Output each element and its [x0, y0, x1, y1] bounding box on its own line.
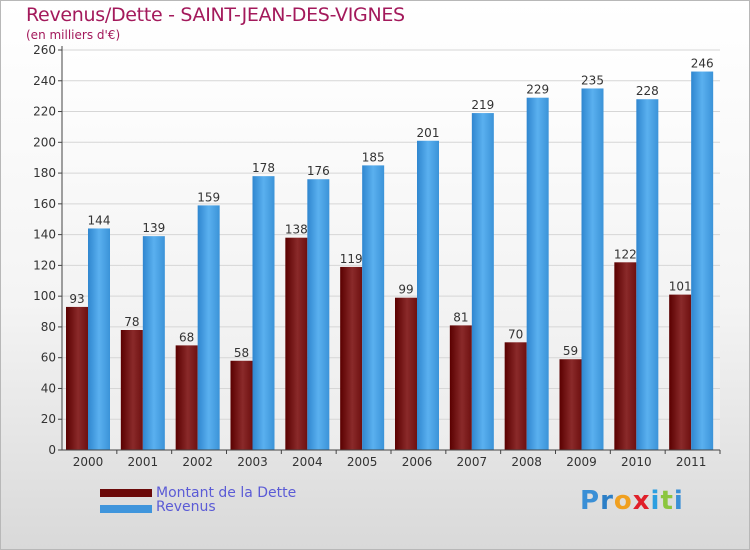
debt-bar-label: 81	[453, 310, 468, 324]
logo-letter: r	[600, 486, 614, 516]
y-tick-label: 240	[33, 74, 56, 88]
debt-bar	[66, 306, 88, 450]
revenue-bar	[526, 97, 549, 450]
chart-title: Revenus/Dette - SAINT-JEAN-DES-VIGNES	[26, 4, 405, 26]
bars	[66, 71, 714, 451]
debt-bar-label: 68	[179, 330, 194, 344]
debt-bar-label: 122	[614, 247, 637, 261]
logo-letter: o	[613, 486, 633, 516]
grid-lines	[62, 49, 720, 451]
debt-bar-label: 99	[398, 283, 413, 297]
y-tick-label: 220	[33, 105, 56, 119]
debt-bar	[559, 359, 582, 450]
debt-bar-label: 59	[563, 344, 578, 358]
debt-bar-label: 78	[124, 315, 139, 329]
revenue-bar-label: 229	[526, 83, 549, 97]
revenue-bar-label: 144	[88, 213, 111, 227]
chart-subtitle: (en milliers d'€)	[26, 28, 121, 42]
revenue-bar	[307, 179, 330, 450]
legend-swatch-debt	[100, 489, 152, 497]
revenue-bar-label: 219	[471, 98, 494, 112]
y-tick-label: 80	[41, 320, 56, 334]
proxiti-logo: Proxiti	[580, 486, 684, 516]
x-tick-label: 2007	[457, 455, 488, 469]
x-tick-label: 2003	[237, 455, 268, 469]
debt-bar-label: 119	[340, 252, 363, 266]
x-tick-label: 2008	[511, 455, 542, 469]
debt-bar	[614, 262, 637, 450]
x-tick-label: 2005	[347, 455, 378, 469]
logo-letter: x	[632, 486, 651, 516]
debt-bar	[395, 297, 417, 450]
revenue-bar	[362, 165, 385, 450]
y-tick-label: 100	[33, 289, 56, 303]
y-tick-label: 200	[33, 135, 56, 149]
debt-bar	[669, 294, 692, 450]
revenue-bar	[636, 99, 659, 450]
logo-letter: i	[650, 486, 661, 516]
legend-label-revenue: Revenus	[156, 499, 216, 515]
logo-letter: i	[673, 486, 684, 516]
revenue-bar-label: 178	[252, 161, 275, 175]
plot-area	[62, 50, 720, 450]
x-tick-label: 2002	[182, 455, 213, 469]
revenue-bar	[142, 236, 165, 450]
y-tick-label: 60	[41, 351, 56, 365]
debt-bar-label: 101	[669, 280, 692, 294]
y-tick-label: 160	[33, 197, 56, 211]
revenue-bar	[197, 205, 220, 450]
revenue-bar	[581, 88, 604, 450]
x-tick-label: 2010	[621, 455, 652, 469]
legend-swatch-revenue	[100, 505, 152, 513]
revenue-bar	[691, 71, 714, 451]
revenue-bar	[417, 140, 439, 450]
revenue-bar-label: 159	[197, 190, 220, 204]
revenue-bar-label: 228	[636, 84, 659, 98]
logo-letter: P	[580, 486, 601, 516]
debt-bar	[285, 237, 308, 450]
y-tick-label: 180	[33, 166, 56, 180]
x-tick-label: 2004	[292, 455, 323, 469]
debt-bar	[175, 345, 198, 450]
debt-bar-label: 70	[508, 327, 523, 341]
y-tick-label: 0	[48, 443, 56, 457]
x-tick-label: 2000	[73, 455, 104, 469]
revenue-bar-label: 246	[691, 57, 714, 71]
legend-label-debt: Montant de la Dette	[156, 485, 297, 501]
y-tick-label: 40	[41, 381, 56, 395]
revenue-bar	[252, 176, 275, 450]
axes: 0 20 40 60 80 100 120 140 160 180 200 220 240 260 2000…	[33, 43, 721, 469]
debt-bar	[340, 266, 363, 450]
logo-letter: t	[660, 486, 674, 516]
debt-bar	[120, 330, 143, 450]
y-tick-label: 20	[41, 412, 56, 426]
data-labels: 93 144 78 139 68 159 58 178 138 176 119 185 99 201 81 2…	[69, 57, 713, 360]
y-tick-label: 260	[33, 43, 56, 57]
revenue-bar	[471, 113, 494, 451]
y-tick-label: 140	[33, 228, 56, 242]
x-tick-label: 2011	[676, 455, 707, 469]
revenue-bar-label: 176	[307, 164, 330, 178]
debt-bar	[449, 325, 472, 450]
x-tick-label: 2001	[128, 455, 159, 469]
revenue-bar-label: 139	[142, 221, 165, 235]
revenue-bar-label: 185	[362, 150, 385, 164]
revenue-bar	[88, 228, 110, 450]
x-tick-label: 2006	[402, 455, 433, 469]
x-tick-label: 2009	[566, 455, 597, 469]
debt-bar-label: 58	[234, 346, 249, 360]
debt-bar	[504, 342, 527, 450]
debt-bar	[230, 360, 253, 450]
debt-bar-label: 138	[285, 223, 308, 237]
revenue-bar-label: 201	[417, 126, 440, 140]
debt-bar-label: 93	[69, 292, 84, 306]
revenue-bar-label: 235	[581, 73, 604, 87]
y-tick-label: 120	[33, 258, 56, 272]
